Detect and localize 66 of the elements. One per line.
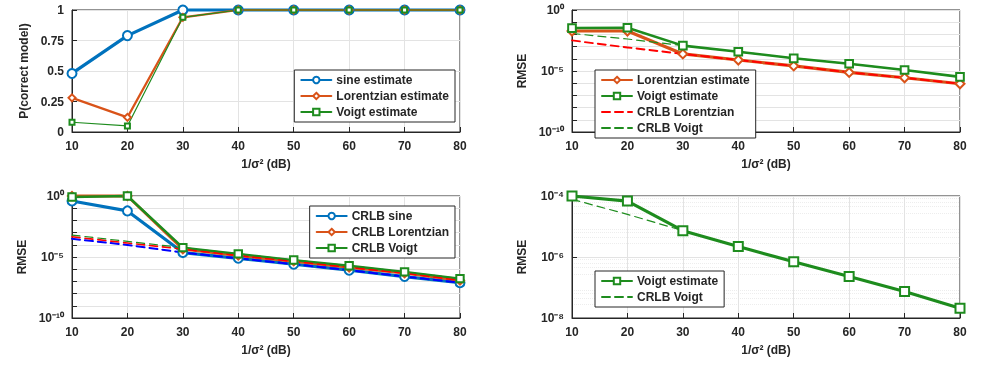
x-tick-label: 40 [731, 325, 746, 339]
y-tick-label: 10⁻⁴ [540, 189, 565, 203]
legend-label: Voigt estimate [637, 89, 719, 103]
x-tick-label: 50 [287, 325, 301, 339]
x-axis-title: 1/σ² (dB) [241, 157, 291, 171]
x-tick-label: 10 [65, 325, 79, 339]
y-tick-label: 10⁰ [46, 189, 65, 203]
x-tick-label: 40 [231, 139, 246, 153]
legend-label: Lorentzian estimate [637, 73, 751, 87]
y-tick-label: 10⁻⁸ [540, 311, 564, 325]
x-tick-label: 30 [176, 325, 190, 339]
x-tick-label: 20 [620, 325, 635, 339]
x-tick-label: 70 [397, 325, 412, 339]
y-tick-label: 10⁻⁵ [541, 64, 564, 78]
x-tick-label: 20 [120, 325, 135, 339]
x-tick-label: 30 [676, 139, 690, 153]
legend-label: Voigt estimate [336, 105, 418, 119]
x-tick-label: 30 [676, 325, 690, 339]
x-tick-label: 70 [897, 139, 912, 153]
x-tick-label: 70 [397, 139, 412, 153]
x-tick-label: 60 [342, 325, 357, 339]
x-tick-label: 50 [787, 325, 801, 339]
y-tick-label: 1 [57, 3, 65, 17]
y-tick-label: 0.5 [47, 64, 65, 78]
x-tick-label: 20 [120, 139, 135, 153]
legend-label: CRLB Voigt [351, 241, 418, 255]
y-tick-label: 10⁻¹⁰ [538, 125, 565, 139]
y-axis-title: RMSE [514, 53, 529, 89]
x-tick-label: 60 [842, 325, 857, 339]
x-tick-label: 80 [953, 325, 967, 339]
x-axis-title: 1/σ² (dB) [741, 343, 791, 357]
x-tick-label: 10 [565, 139, 579, 153]
x-tick-label: 30 [176, 139, 190, 153]
legend-label: CRLB Voigt [637, 290, 703, 304]
x-axis-title: 1/σ² (dB) [741, 157, 791, 171]
legend-label: CRLB sine [351, 209, 413, 223]
x-tick-label: 60 [842, 139, 857, 153]
legend-label: CRLB Lorentzian [351, 225, 450, 239]
x-tick-label: 50 [287, 139, 301, 153]
x-tick-label: 80 [953, 139, 967, 153]
x-tick-label: 60 [342, 139, 357, 153]
x-tick-label: 80 [453, 325, 467, 339]
legend-label: CRLB Voigt [637, 121, 703, 135]
y-tick-label: 10⁻⁵ [41, 250, 64, 264]
y-tick-label: 10⁰ [546, 3, 565, 17]
x-tick-label: 40 [231, 325, 246, 339]
x-axis-title: 1/σ² (dB) [241, 343, 291, 357]
x-tick-label: 70 [897, 325, 912, 339]
x-tick-label: 80 [453, 139, 467, 153]
legend-label: CRLB Lorentzian [637, 105, 735, 119]
legend-label: Lorentzian estimate [336, 89, 450, 103]
x-tick-label: 10 [565, 325, 579, 339]
y-axis-title: RMSE [515, 239, 529, 275]
x-tick-label: 20 [620, 139, 635, 153]
y-tick-label: 0.75 [40, 33, 65, 48]
x-tick-label: 50 [787, 139, 801, 153]
legend-label: Voigt estimate [637, 274, 719, 288]
legend-label: sine estimate [336, 73, 413, 87]
x-tick-label: 40 [731, 139, 746, 153]
y-tick-label: 0 [57, 125, 65, 139]
y-tick-label: 0.25 [40, 94, 65, 109]
y-axis-title: P(correct model) [16, 23, 31, 119]
y-tick-label: 10⁻⁶ [541, 250, 564, 264]
x-tick-label: 10 [65, 139, 79, 153]
y-axis-title: RMSE [14, 239, 29, 275]
y-tick-label: 10⁻¹⁰ [38, 311, 65, 325]
